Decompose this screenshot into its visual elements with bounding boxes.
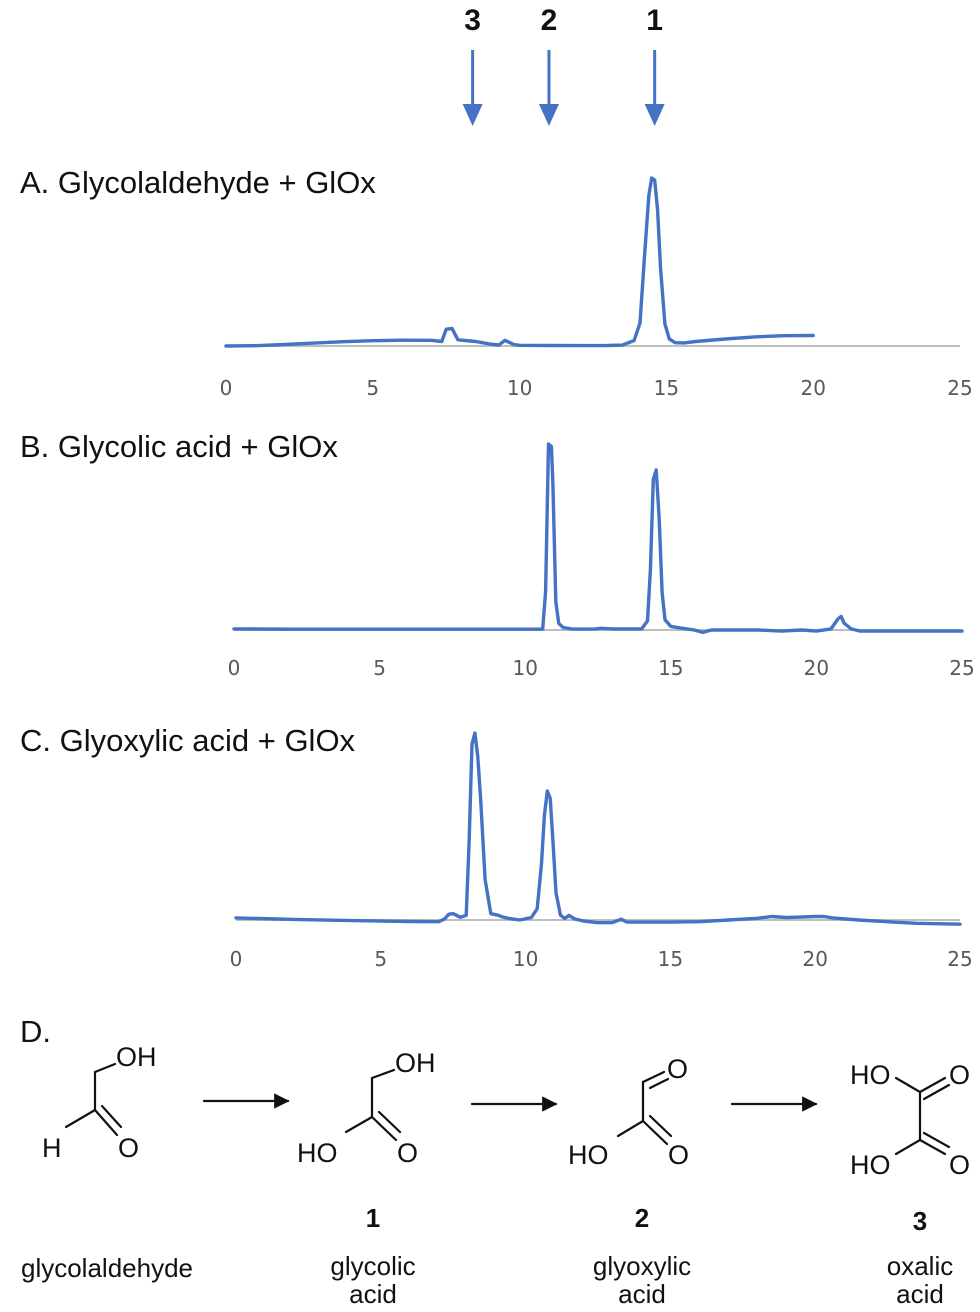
- x-tick-label: 15: [654, 376, 679, 400]
- panel-a-title: A. Glycolaldehyde + GlOx: [20, 165, 376, 200]
- x-tick-label: 20: [802, 947, 827, 971]
- compound-name-glycolic: glycolic: [330, 1251, 415, 1281]
- compound-name-glyoxylic-acid: acid: [618, 1279, 666, 1309]
- x-tick-label: 5: [366, 376, 379, 400]
- x-tick-label: 25: [947, 376, 972, 400]
- oxalic-acid-ho-top-label: HO: [850, 1060, 891, 1090]
- marker-label-3: 3: [464, 4, 481, 37]
- panel-c-title: C. Glyoxylic acid + GlOx: [20, 723, 356, 758]
- panel-b-plot: 0 5 10 15 20 25: [228, 442, 975, 680]
- x-tick-label: 25: [947, 947, 972, 971]
- marker-arrowhead: [538, 104, 559, 126]
- x-tick-label: 20: [800, 376, 825, 400]
- marker-arrowhead: [644, 104, 665, 126]
- compound-number-2: 2: [635, 1203, 649, 1233]
- oxalic-acid-o-bottom-label: O: [949, 1150, 970, 1180]
- peak-markers: 3 2 1: [462, 4, 665, 126]
- glycolic-acid-ho-label: HO: [297, 1138, 338, 1168]
- glycolaldehyde-structure: OH H O: [42, 1042, 157, 1163]
- panel-d-reaction-scheme: D. OH H O OH HO O: [20, 1014, 970, 1309]
- chromatogram-trace: [232, 442, 964, 634]
- panel-c-plot: 0 5 10 15 20 25: [230, 731, 973, 971]
- oxalic-acid-ho-bottom-label: HO: [850, 1150, 891, 1180]
- x-tick-label: 20: [804, 656, 829, 680]
- chromatogram-trace: [224, 176, 815, 348]
- x-tick-label: 5: [373, 656, 386, 680]
- glycolaldehyde-oh-label: OH: [116, 1042, 157, 1072]
- glycolic-acid-structure: OH HO O: [297, 1048, 436, 1168]
- x-tick-label: 10: [513, 947, 538, 971]
- glyoxylic-acid-o-label: O: [668, 1140, 689, 1170]
- marker-label-2: 2: [541, 4, 558, 37]
- x-tick-label: 5: [374, 947, 387, 971]
- glycolic-acid-o-label: O: [397, 1138, 418, 1168]
- glyoxylic-acid-o-top-label: O: [667, 1054, 688, 1084]
- panel-b: B. Glycolic acid + GlOx 0 5 10 15 20 25: [20, 429, 975, 680]
- x-tick-label: 15: [658, 656, 683, 680]
- panel-a-plot: 0 5 10 15 20 25: [220, 176, 973, 400]
- glyoxylic-acid-ho-label: HO: [568, 1140, 609, 1170]
- glycolaldehyde-h-label: H: [42, 1133, 62, 1163]
- compound-2-caption: 2 glyoxylic acid: [593, 1203, 691, 1309]
- compound-name-oxalic: oxalic: [887, 1251, 953, 1281]
- compound-3-caption: 3 oxalic acid: [887, 1206, 953, 1309]
- compound-name-glyoxylic: glyoxylic: [593, 1251, 691, 1281]
- compound-name-glycolaldehyde: glycolaldehyde: [21, 1253, 193, 1283]
- compound-1-caption: 1 glycolic acid: [330, 1203, 415, 1309]
- x-tick-label: 10: [512, 656, 537, 680]
- oxalic-acid-o-top-label: O: [949, 1060, 970, 1090]
- compound-number-1: 1: [366, 1203, 380, 1233]
- oxalic-acid-structure: HO O HO O: [850, 1060, 970, 1180]
- compound-number-3: 3: [913, 1206, 927, 1236]
- glycolaldehyde-o-label: O: [118, 1133, 139, 1163]
- x-tick-label: 0: [220, 376, 233, 400]
- x-tick-label: 0: [228, 656, 241, 680]
- x-tick-label: 15: [658, 947, 683, 971]
- compound-0-caption: glycolaldehyde: [21, 1253, 193, 1283]
- chromatogram-trace: [234, 731, 962, 926]
- panel-a: A. Glycolaldehyde + GlOx 0 5 10 15 20 25: [20, 165, 973, 400]
- marker-label-1: 1: [646, 4, 663, 37]
- x-tick-label: 0: [230, 947, 243, 971]
- glyoxylic-acid-structure: O HO O: [568, 1054, 689, 1170]
- compound-name-glycolic-acid: acid: [349, 1279, 397, 1309]
- glycolic-acid-oh-label: OH: [395, 1048, 436, 1078]
- panel-d-title: D.: [20, 1014, 51, 1049]
- compound-name-oxalic-acid: acid: [896, 1279, 944, 1309]
- x-tick-label: 10: [507, 376, 532, 400]
- panel-c: C. Glyoxylic acid + GlOx 0 5 10 15 20 25: [20, 723, 973, 971]
- panel-b-title: B. Glycolic acid + GlOx: [20, 429, 338, 464]
- marker-arrowhead: [462, 104, 483, 126]
- x-tick-label: 25: [949, 656, 974, 680]
